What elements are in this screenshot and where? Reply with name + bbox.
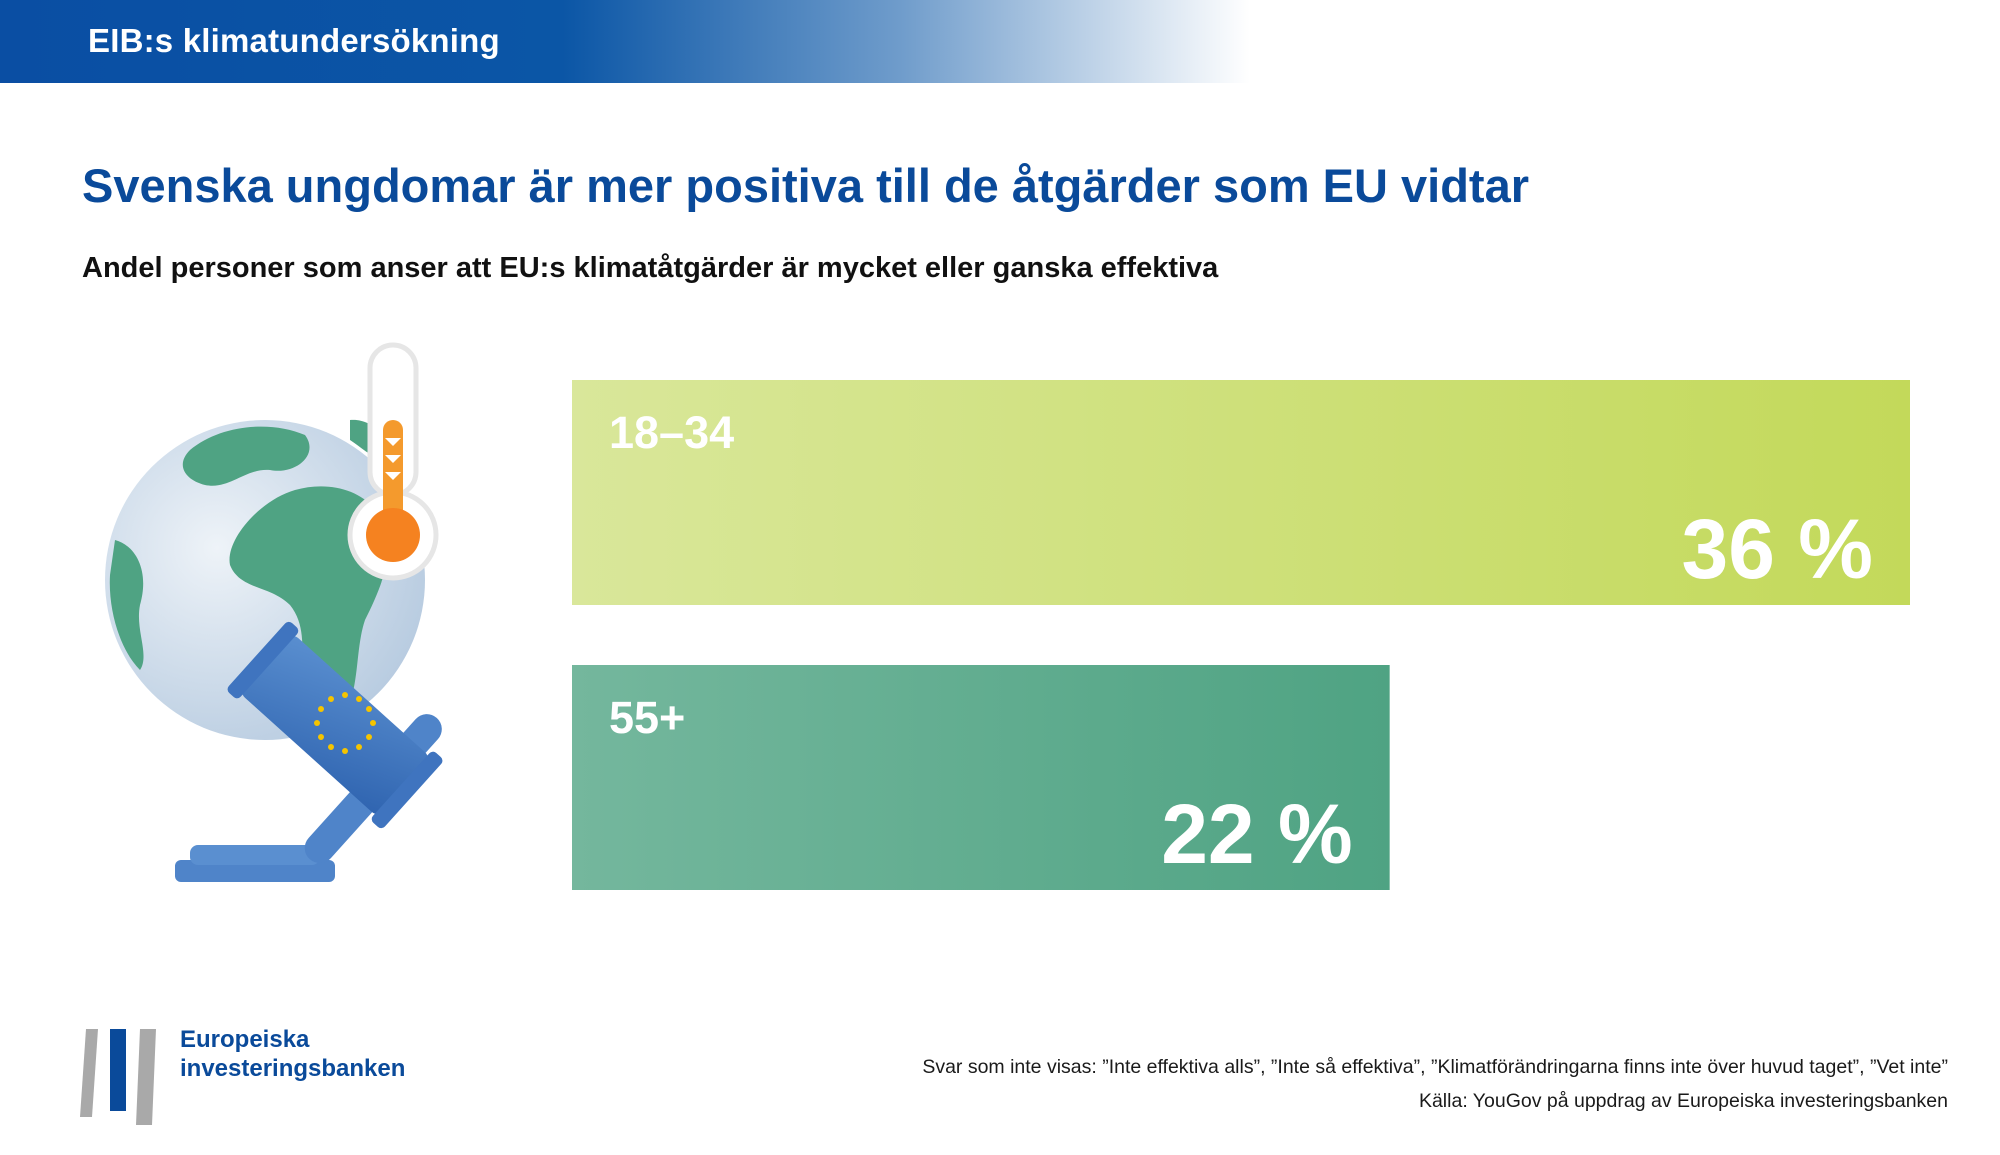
logo-name-line1: Europeiska [180,1026,310,1053]
thermometer-icon [347,342,439,581]
category-label: 18–34 [609,407,734,458]
page-title: Svenska ungdomar är mer positiva till de… [82,159,1530,212]
value-label: 22 % [1161,787,1352,881]
bar-age-18-34 [572,380,1910,605]
value-label: 36 % [1682,502,1873,596]
eib-logo [80,1029,156,1125]
category-label: 55+ [609,692,685,743]
footnote-source: Källa: YouGov på uppdrag av Europeiska i… [1418,1090,1948,1112]
chart-subtitle: Andel personer som anser att EU:s klimat… [82,252,1219,284]
climate-illustration [105,342,443,882]
logo-text: Europeiska investeringsbanken [180,1025,405,1083]
eu-gavel-icon [175,621,443,882]
globe-icon [105,419,425,740]
header-title: EIB:s klimatundersökning [88,22,500,59]
footnote-note: Svar som inte visas: ”Inte effektiva all… [922,1056,1948,1078]
logo-name-line2: investeringsbanken [180,1055,406,1082]
header-band [0,0,1250,83]
bar-age-55-plus [572,665,1390,890]
footnotes: Svar som inte visas: ”Inte effektiva all… [922,1050,1948,1118]
